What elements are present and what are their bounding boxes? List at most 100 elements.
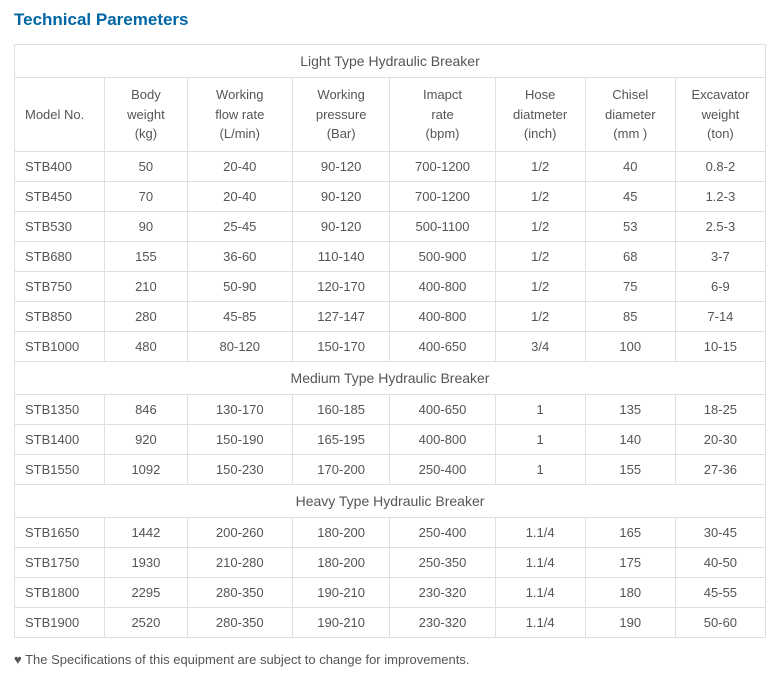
column-header: Excavatorweight(ton) [675,78,765,152]
column-header: Imapctrate(bpm) [390,78,495,152]
model-cell: STB850 [15,301,105,331]
data-cell: 45-55 [675,577,765,607]
data-cell: 18-25 [675,394,765,424]
data-cell: 40 [585,151,675,181]
note: ♥ The Specifications of this equipment a… [14,652,766,667]
model-cell: STB400 [15,151,105,181]
data-cell: 70 [105,181,188,211]
data-cell: 1.1/4 [495,547,585,577]
data-cell: 280 [105,301,188,331]
data-cell: 1.1/4 [495,607,585,637]
data-cell: 1/2 [495,211,585,241]
model-cell: STB1000 [15,331,105,361]
data-cell: 250-400 [390,517,495,547]
column-header: Model No. [15,78,105,152]
data-cell: 90-120 [292,151,390,181]
data-cell: 140 [585,424,675,454]
page-title: Technical Paremeters [14,10,766,30]
model-cell: STB680 [15,241,105,271]
data-cell: 2.5-3 [675,211,765,241]
data-cell: 20-40 [187,151,292,181]
table-row: STB75021050-90120-170400-8001/2756-9 [15,271,766,301]
data-cell: 50-90 [187,271,292,301]
data-cell: 1/2 [495,181,585,211]
data-cell: 1.2-3 [675,181,765,211]
data-cell: 80-120 [187,331,292,361]
data-cell: 165 [585,517,675,547]
data-cell: 2520 [105,607,188,637]
table-row: STB1400920150-190165-195400-800114020-30 [15,424,766,454]
data-cell: 2295 [105,577,188,607]
table-row: STB68015536-60110-140500-9001/2683-7 [15,241,766,271]
data-cell: 85 [585,301,675,331]
model-cell: STB1650 [15,517,105,547]
section-header-cell: Light Type Hydraulic Breaker [15,45,766,78]
data-cell: 1442 [105,517,188,547]
data-cell: 1.1/4 [495,517,585,547]
data-cell: 1 [495,394,585,424]
table-row: STB1350846130-170160-185400-650113518-25 [15,394,766,424]
data-cell: 175 [585,547,675,577]
table-row: STB17501930210-280180-200250-3501.1/4175… [15,547,766,577]
data-cell: 1930 [105,547,188,577]
model-cell: STB1900 [15,607,105,637]
data-cell: 10-15 [675,331,765,361]
data-cell: 846 [105,394,188,424]
data-cell: 920 [105,424,188,454]
data-cell: 150-230 [187,454,292,484]
table-row: STB15501092150-230170-200250-400115527-3… [15,454,766,484]
table-row: STB5309025-4590-120500-11001/2532.5-3 [15,211,766,241]
data-cell: 1 [495,424,585,454]
data-cell: 150-170 [292,331,390,361]
data-cell: 20-30 [675,424,765,454]
data-cell: 500-900 [390,241,495,271]
data-cell: 150-190 [187,424,292,454]
data-cell: 20-40 [187,181,292,211]
data-cell: 400-800 [390,301,495,331]
data-cell: 1/2 [495,241,585,271]
data-cell: 230-320 [390,607,495,637]
data-cell: 27-36 [675,454,765,484]
parameters-table: Light Type Hydraulic BreakerModel No.Bod… [14,44,766,638]
data-cell: 25-45 [187,211,292,241]
data-cell: 50-60 [675,607,765,637]
data-cell: 180-200 [292,547,390,577]
data-cell: 6-9 [675,271,765,301]
table-row: STB4507020-4090-120700-12001/2451.2-3 [15,181,766,211]
section-header: Light Type Hydraulic Breaker [15,45,766,78]
data-cell: 700-1200 [390,151,495,181]
data-cell: 165-195 [292,424,390,454]
data-cell: 100 [585,331,675,361]
data-cell: 210-280 [187,547,292,577]
model-cell: STB1350 [15,394,105,424]
data-cell: 230-320 [390,577,495,607]
data-cell: 480 [105,331,188,361]
table-row: STB100048080-120150-170400-6503/410010-1… [15,331,766,361]
data-cell: 180 [585,577,675,607]
data-cell: 1/2 [495,301,585,331]
column-header-row: Model No.Bodyweight(kg)Workingflow rate(… [15,78,766,152]
data-cell: 160-185 [292,394,390,424]
data-cell: 1 [495,454,585,484]
data-cell: 1092 [105,454,188,484]
table-row: STB18002295280-350190-210230-3201.1/4180… [15,577,766,607]
model-cell: STB530 [15,211,105,241]
data-cell: 3-7 [675,241,765,271]
data-cell: 127-147 [292,301,390,331]
data-cell: 40-50 [675,547,765,577]
data-cell: 250-400 [390,454,495,484]
model-cell: STB1550 [15,454,105,484]
data-cell: 90-120 [292,211,390,241]
table-row: STB19002520280-350190-210230-3201.1/4190… [15,607,766,637]
data-cell: 45-85 [187,301,292,331]
model-cell: STB1400 [15,424,105,454]
data-cell: 400-800 [390,271,495,301]
data-cell: 50 [105,151,188,181]
data-cell: 190 [585,607,675,637]
data-cell: 280-350 [187,607,292,637]
data-cell: 155 [585,454,675,484]
model-cell: STB1750 [15,547,105,577]
model-cell: STB1800 [15,577,105,607]
column-header: Bodyweight(kg) [105,78,188,152]
section-header: Heavy Type Hydraulic Breaker [15,484,766,517]
